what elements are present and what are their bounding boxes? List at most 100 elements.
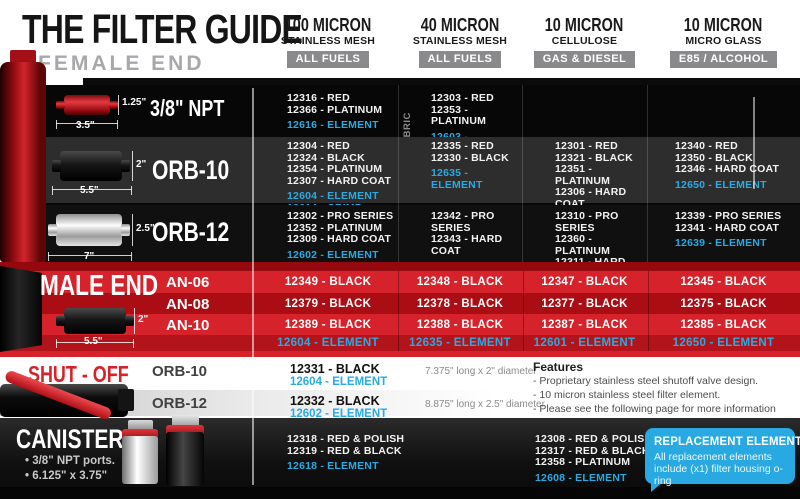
header-divider-bar [83,78,800,85]
size-note: 7.375" long x 2" diameter [425,366,537,377]
features-title: Features [533,360,584,374]
part-number: 12303 - RED [431,92,494,104]
inline-filter-photo [56,95,118,115]
part-number: 12375 - BLACK [680,297,767,310]
part-list: 12339 - PRO SERIES 12341 - HARD COAT [675,210,798,234]
element-number: 12650 - ELEMENT [672,337,775,349]
part-cell: 12335 - RED 12330 - BLACK 12635 - ELEMENT [398,137,522,237]
an-size-label: AN-10 [166,317,210,334]
element-number: 12608 - ELEMENT [535,471,627,484]
element-number: 12604 - ELEMENT [287,190,379,202]
male-end-title: MALE END [40,270,159,302]
red-filter-photo [0,62,46,262]
part-number: 12310 - PRO SERIES [555,210,619,234]
media-label: STAINLESS MESH [412,35,508,47]
canister-spec: • 3/8" NPT ports. [25,455,115,467]
part-list: 12304 - RED 12324 - BLACK 12354 - PLATINUM… [287,140,396,187]
part-cell: 12340 - RED 12350 - BLACK 12346 - HARD COA… [647,137,800,237]
part-number: 12341 - HARD COAT [675,221,780,234]
page-title: THE FILTER GUIDE [22,6,303,52]
male-row-elements: 12604 - ELEMENT 12635 - ELEMENT 12601 - … [258,335,800,351]
part-cell: 12302 - PRO SERIES 12352 - PLATINUM 12309 … [258,205,398,307]
dimension-label: 5.5" [80,185,99,196]
column-divider [398,271,399,351]
part-list: 12301 - RED 12321 - BLACK 12351 - PLATINUM… [555,140,645,210]
right-edge-divider [753,97,755,189]
element-number: 12602 - ELEMENT [290,408,388,420]
element-list: 12608 - ELEMENT [535,471,652,485]
an-size-label: AN-08 [166,296,210,313]
dimension-label: 7" [84,251,95,262]
part-cell: 12339 - PRO SERIES 12341 - HARD COAT 1263… [647,205,800,307]
element-list: 12639 - ELEMENT [675,237,798,250]
fuel-badge: ALL FUELS [286,51,370,68]
part-number: 12308 - RED & POLISH [535,433,653,445]
canister-photo [128,420,153,431]
part-number: 12330 - BLACK [431,151,509,164]
micron-label: 100 MICRON [284,15,372,35]
element-number: 12604 - ELEMENT [290,376,388,388]
part-number: 12350 - BLACK [675,151,753,164]
part-number: 12306 - HARD COAT [555,186,627,210]
element-list: 12635 - ELEMENT [431,167,520,191]
column-divider [648,271,649,351]
shutoff-section: SHUT - OFF ORB-10 12331 - BLACK 12604 - … [0,357,800,421]
element-number: 12618 - ELEMENT [287,460,379,472]
part-number: 12343 - HARD COAT [431,233,503,257]
dimension-line [132,214,133,246]
size-note: 8.875" long x 2.5" diameter [425,399,545,410]
male-row-an10: 12389 - BLACK 12388 - BLACK 12387 - BLAC… [258,314,800,335]
part-number: 12321 - BLACK [555,151,633,164]
canister-photo [122,436,158,484]
part-number: 12377 - BLACK [541,297,628,310]
element-list: 12650 - ELEMENT [675,179,798,192]
part-number: 12379 - BLACK [284,297,372,310]
canister-photo [122,429,158,440]
dimension-label: 2" [136,159,147,170]
fuel-badge: E85 / ALCOHOL [669,51,778,68]
part-cell-empty [647,85,800,155]
dimension-line [56,339,134,348]
element-number: 12616 - ELEMENT [287,119,379,131]
micron-label: 10 MICRON [545,15,624,35]
canister-title: CANISTER [16,424,124,454]
column-divider [523,271,524,351]
column-header-40-micron: 40 MICRON STAINLESS MESH ALL FUELS [398,16,522,68]
inline-filter-photo [52,151,130,181]
column-headers: 100 MICRON STAINLESS MESH ALL FUELS 40 M… [258,16,800,68]
replacement-elements-callout: REPLACEMENT ELEMENTS All replacement ele… [645,428,800,487]
micron-label: 40 MICRON [420,15,500,35]
element-list: 12616 - ELEMENT [287,119,396,132]
element-number: 12602 - ELEMENT [287,248,379,261]
part-number: 12360 - PLATINUM [555,233,611,257]
part-number: 12324 - BLACK [287,151,365,164]
part-number: 12378 - BLACK [416,297,504,310]
row-cells: 12304 - RED 12324 - BLACK 12354 - PLATINUM… [258,137,800,237]
dimension-label: 2" [138,314,149,325]
column-header-10-micron-micro-glass: 10 MICRON MICRO GLASS E85 / ALCOHOL [647,16,800,68]
label-column-divider [252,88,254,485]
part-number: 12345 - BLACK [680,276,767,288]
row-label: 3/8" NPT [150,95,225,121]
female-end-label: FEMALE END [38,52,205,75]
part-number: 12302 - PRO SERIES [287,210,394,222]
part-number: 12346 - HARD COAT [675,163,780,175]
male-end-section: MALE END AN-06 AN-08 AN-10 2" 5.5" 12349… [0,262,800,357]
element-list: 12602 - ELEMENT [287,248,396,262]
row-label: ORB-10 [152,363,208,380]
callout-body: All replacement elements include (x1) fi… [654,451,783,487]
part-cell: 12318 - RED & POLISH 12319 - RED & BLACK … [287,433,404,473]
features-block: Features - Proprietary stainless steel s… [533,360,776,416]
canister-spec: • 6.125" x 3.75" [25,470,108,482]
part-number: 12388 - BLACK [416,318,504,331]
part-number: 12351 - PLATINUM [555,163,611,187]
part-cell: 12316 - RED 12366 - PLATINUM 12616 - ELEM… [258,85,398,155]
part-number: 12339 - PRO SERIES [675,210,782,222]
part-number: 12342 - PRO SERIES [431,210,495,234]
part-list: 12302 - PRO SERIES 12352 - PLATINUM 12309 … [287,210,396,246]
part-number: 12317 - RED & BLACK [535,444,650,457]
canister-section: CANISTER • 3/8" NPT ports. • 6.125" x 3.… [0,415,800,499]
part-number: 12366 - PLATINUM [287,103,383,116]
part-number: 12354 - PLATINUM [287,163,383,175]
part-list: 12303 - RED 12353 - PLATINUM [431,92,520,128]
